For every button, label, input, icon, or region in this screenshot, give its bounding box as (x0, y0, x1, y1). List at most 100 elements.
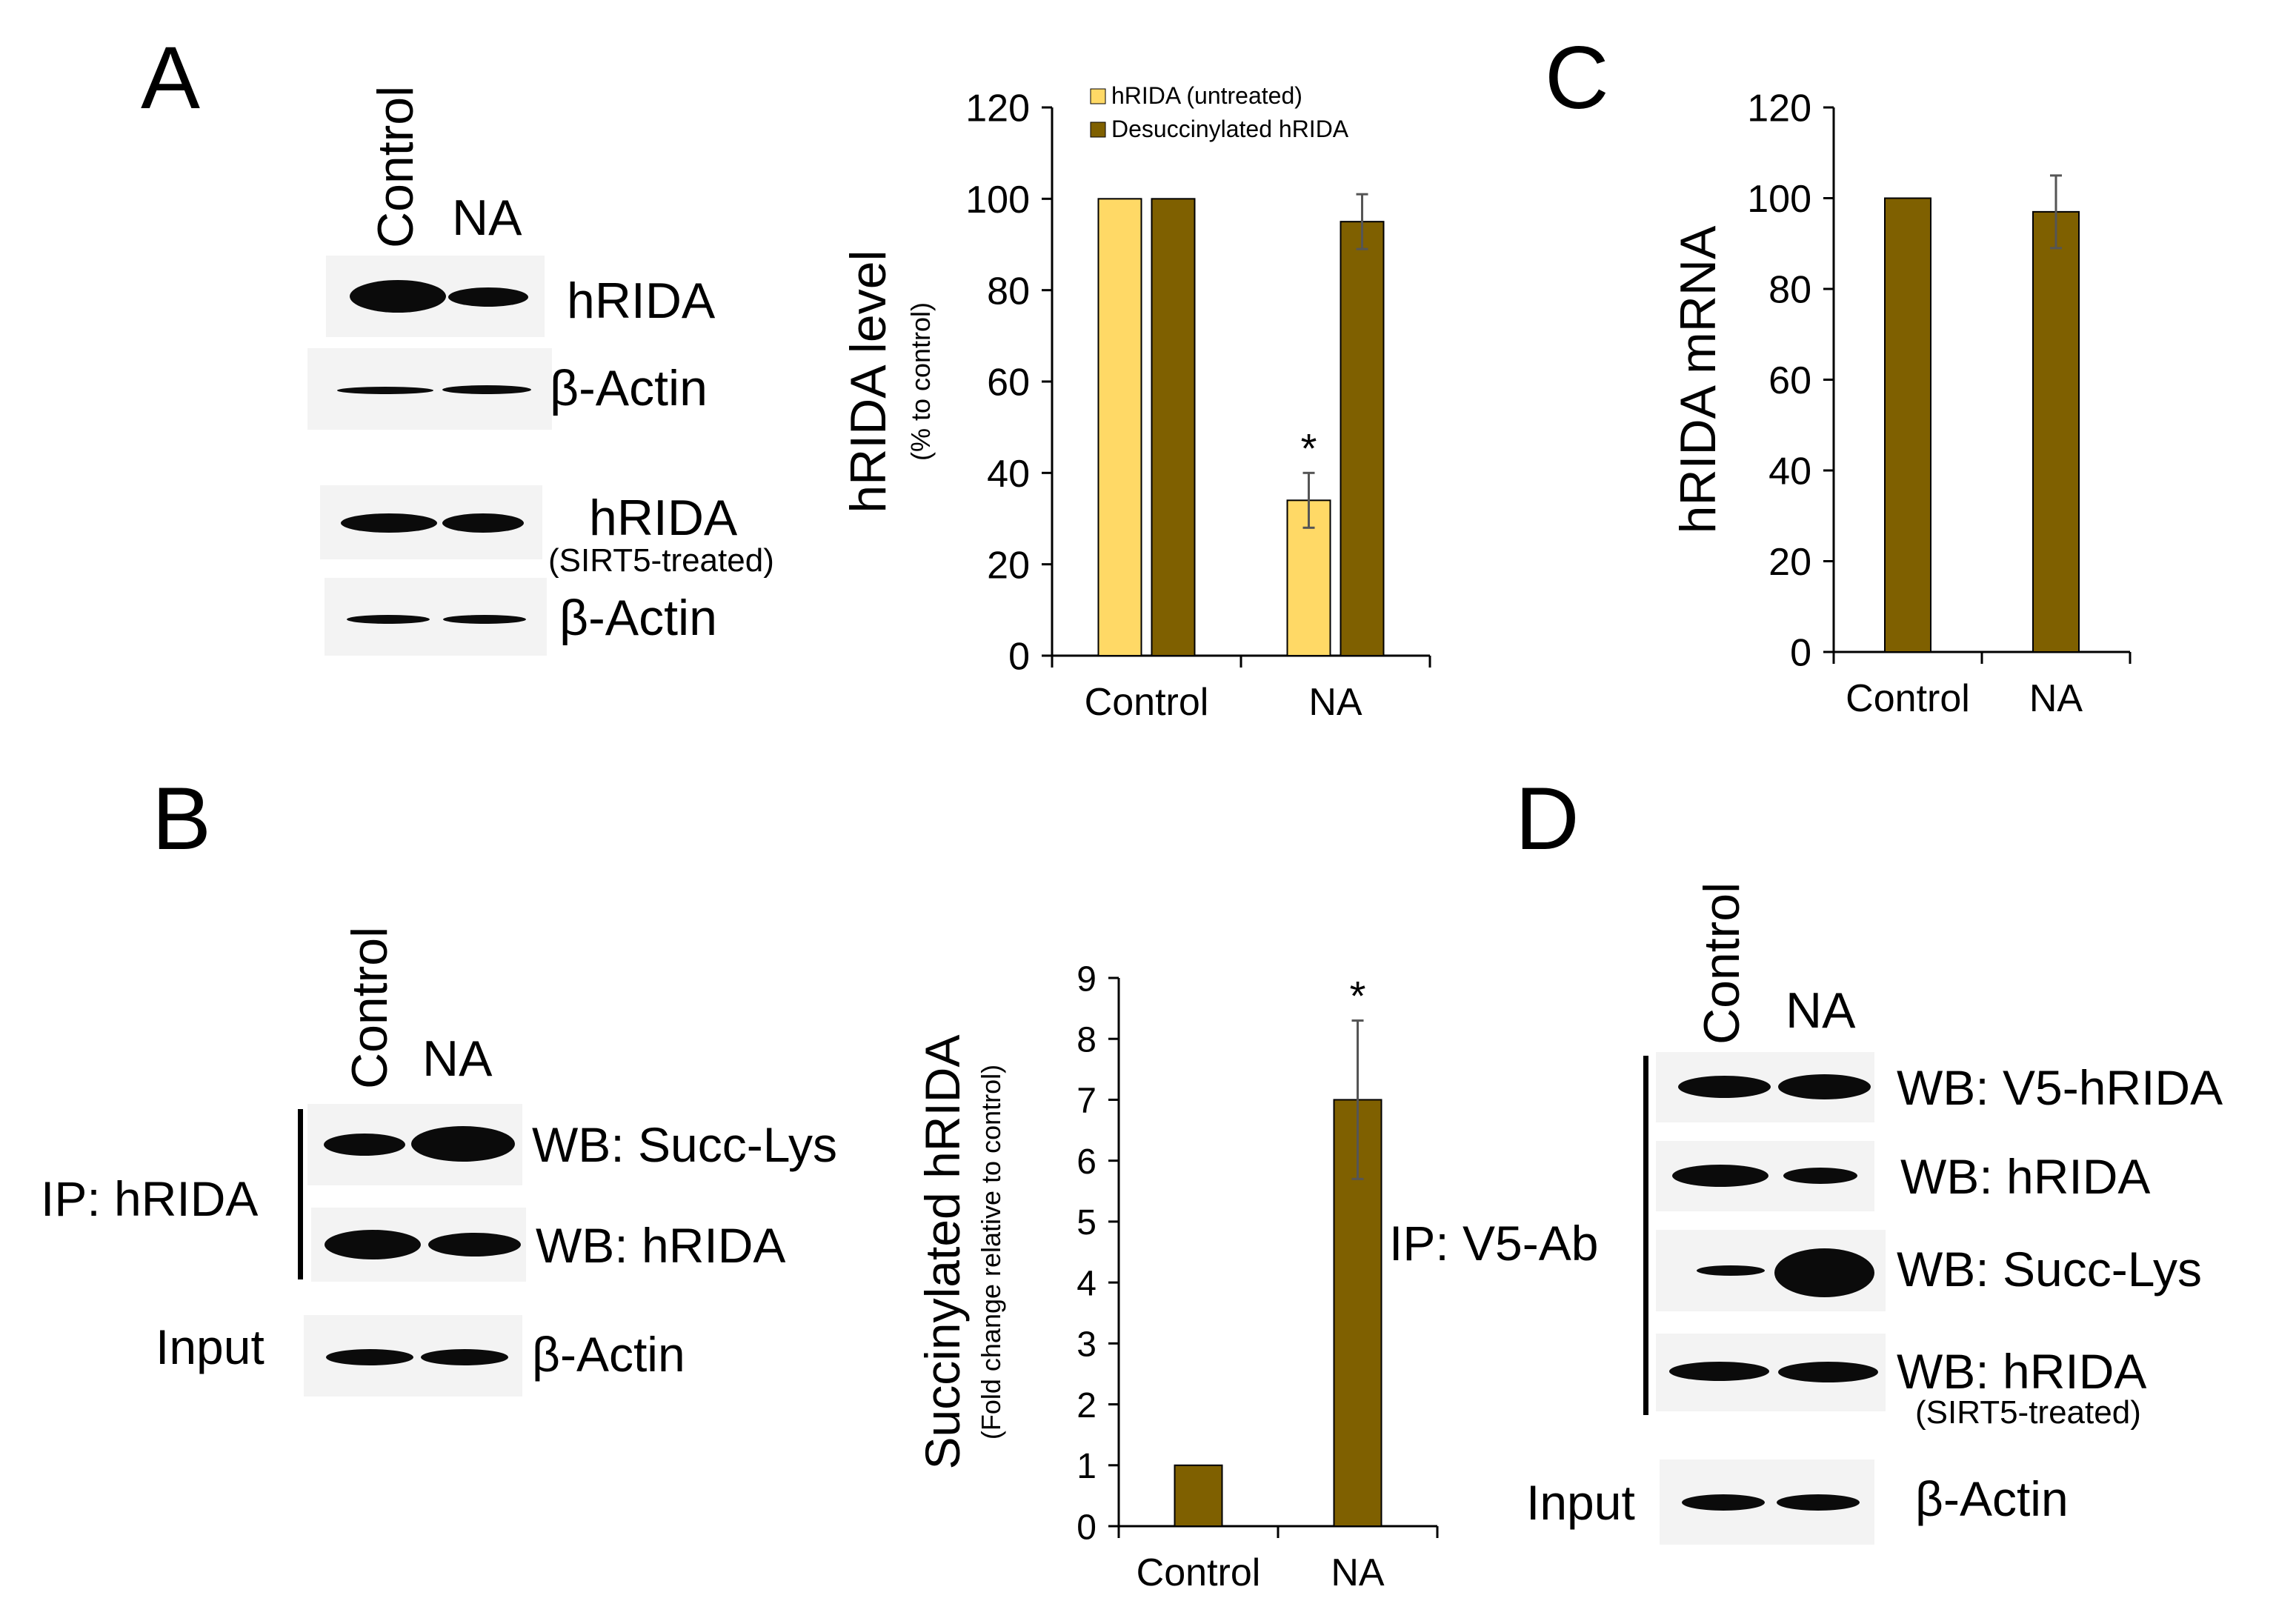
lane-label-control: Control (342, 926, 398, 1089)
bar (1884, 197, 1931, 653)
y-tick-label: 120 (965, 87, 1030, 130)
significance-star: * (1301, 425, 1317, 471)
y-axis-sublabel: (Fold change relative to control) (976, 1065, 1006, 1439)
band-na (428, 1233, 521, 1256)
blot-label-actin: β-Actin (532, 1327, 685, 1382)
legend-label: Desuccinylated hRIDA (1111, 116, 1349, 142)
y-tick-label: 100 (965, 179, 1030, 222)
y-tick-label: 40 (987, 453, 1030, 496)
chart-b: 0 1 2 3 4 5 6 7 8 9 Control NA * Succinylated hRIDA (F… (915, 959, 1439, 1594)
blot-sublabel-sirt5: (SIRT5-treated) (1915, 1394, 2141, 1431)
blot-v5-hrida (1656, 1052, 1874, 1122)
blot-label-hrida: WB: hRIDA (1900, 1149, 2151, 1204)
input-label: Input (1526, 1475, 1635, 1530)
legend-swatch (1090, 122, 1106, 138)
blot-label-actin: β-Actin (1915, 1471, 2069, 1526)
ip-bracket (1643, 1056, 1648, 1415)
ip-label: IP: V5-Ab (1389, 1216, 1599, 1271)
bar (1174, 1464, 1223, 1527)
bar (1340, 221, 1385, 656)
band-control (1669, 1362, 1769, 1381)
blot-hrida (326, 256, 545, 337)
band-control (1682, 1494, 1765, 1511)
band-control (325, 1230, 421, 1259)
band-control (337, 387, 433, 394)
panel-letter-d: D (1515, 769, 1580, 868)
band-na (1777, 1494, 1860, 1511)
band-na (443, 615, 526, 624)
y-tick-label: 80 (987, 270, 1030, 313)
significance-star: * (1350, 973, 1366, 1019)
bar (1151, 198, 1196, 657)
panel-letter-a: A (141, 28, 201, 127)
y-tick-label: 5 (1077, 1203, 1097, 1242)
band-na (411, 1126, 515, 1162)
x-category-label: NA (2029, 677, 2083, 720)
lane-label-na: NA (1786, 982, 1856, 1039)
blot-label-succ-lys: WB: Succ-Lys (1897, 1242, 2202, 1297)
band-na (421, 1349, 508, 1365)
band-control (341, 513, 437, 533)
blot-succ-lys (1656, 1230, 1886, 1311)
band-na (1778, 1074, 1871, 1099)
x-category-label: Control (1137, 1551, 1261, 1594)
blot-hrida-sirt5 (320, 485, 542, 559)
y-axis-label: hRIDA level (840, 250, 896, 513)
panel-letter-b: B (152, 769, 212, 868)
x-category-label: NA (1331, 1551, 1385, 1594)
x-category-label: NA (1308, 681, 1362, 724)
y-tick-label: 7 (1077, 1082, 1097, 1121)
band-na (1774, 1248, 1874, 1297)
y-tick-label: 9 (1077, 959, 1097, 999)
y-axis-sublabel: (% to control) (905, 302, 936, 461)
band-control (1678, 1076, 1771, 1098)
y-axis-label: Succinylated hRIDA (915, 1035, 970, 1470)
blot-hrida (1656, 1141, 1874, 1211)
blot-label-v5-hrida: WB: V5-hRIDA (1897, 1060, 2223, 1115)
blot-label-actin: β-Actin (550, 360, 708, 416)
x-category-label: Control (1085, 681, 1209, 724)
lane-label-control: Control (367, 85, 424, 248)
lane-label-na: NA (452, 190, 522, 246)
y-tick-label: 120 (1747, 87, 1811, 130)
y-tick-label: 60 (1768, 359, 1811, 402)
y-tick-label: 20 (1768, 541, 1811, 584)
y-tick-label: 6 (1077, 1142, 1097, 1182)
y-tick-label: 0 (1077, 1508, 1097, 1547)
lane-label-control: Control (1694, 882, 1750, 1045)
y-tick-label: 8 (1077, 1021, 1097, 1060)
band-control (1672, 1165, 1768, 1187)
legend-swatch (1090, 88, 1106, 104)
blot-label-actin-2: β-Actin (559, 590, 717, 646)
x-category-label: Control (1846, 677, 1970, 720)
band-na (448, 287, 528, 307)
y-tick-label: 100 (1747, 178, 1811, 221)
blot-sublabel-sirt5: (SIRT5-treated) (548, 542, 774, 579)
y-tick-label: 40 (1768, 450, 1811, 493)
y-tick-label: 2 (1077, 1386, 1097, 1425)
panel-letter-c: C (1545, 28, 1609, 127)
legend-label: hRIDA (untreated) (1111, 82, 1302, 109)
ip-bracket (298, 1109, 303, 1279)
blot-hrida (311, 1208, 526, 1282)
bar (2032, 210, 2080, 653)
band-control (350, 280, 446, 313)
band-control (347, 615, 430, 624)
blot-actin (304, 1315, 522, 1397)
y-tick-label: 80 (1768, 269, 1811, 312)
y-tick-label: 0 (1008, 636, 1030, 679)
y-tick-label: 60 (987, 362, 1030, 405)
ip-label: IP: hRIDA (41, 1171, 259, 1226)
blot-actin-2 (325, 578, 547, 656)
band-control (326, 1349, 413, 1365)
blot-actin (307, 348, 552, 430)
blot-label-succ-lys: WB: Succ-Lys (532, 1117, 837, 1172)
y-tick-label: 20 (987, 544, 1030, 587)
band-na (442, 513, 524, 533)
blot-actin (1660, 1459, 1874, 1545)
blot-label-hrida-sirt5: WB: hRIDA (1897, 1344, 2147, 1399)
y-tick-label: 3 (1077, 1325, 1097, 1365)
input-label: Input (156, 1319, 264, 1374)
blot-succ-lys (307, 1104, 522, 1185)
y-tick-label: 0 (1790, 632, 1811, 675)
